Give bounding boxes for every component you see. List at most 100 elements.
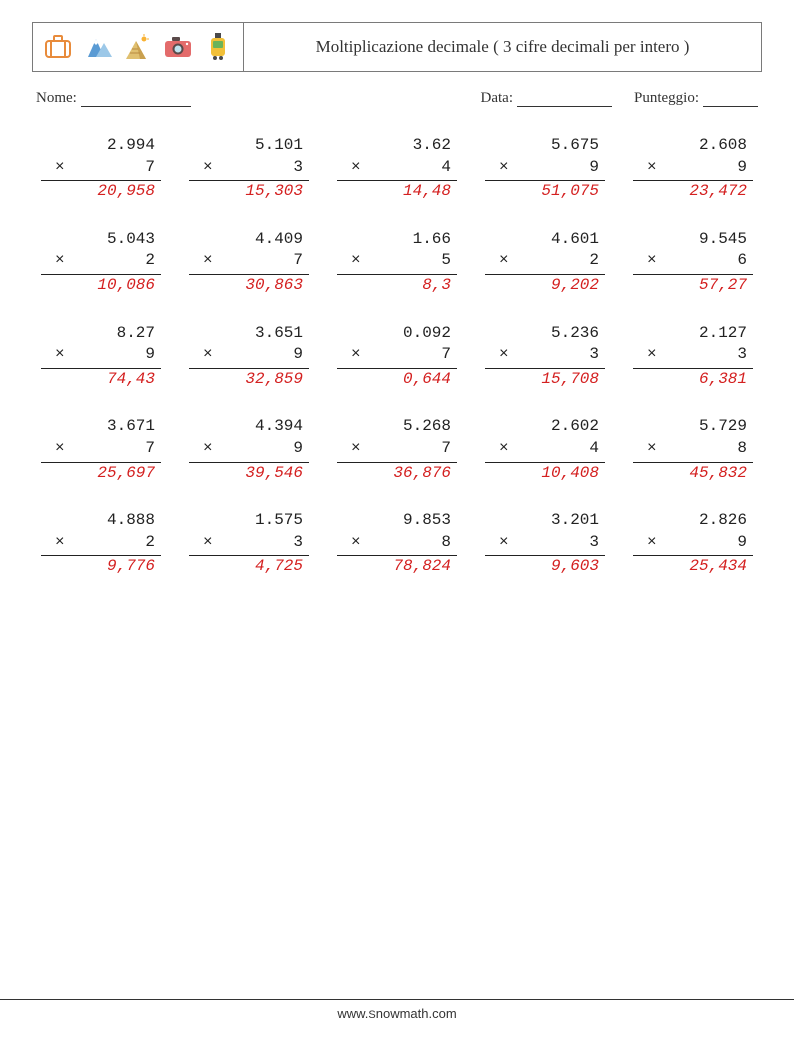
answer: 45,832 xyxy=(633,463,753,485)
problem: 5.675×951,075 xyxy=(485,135,605,203)
problem: 4.888×29,776 xyxy=(41,510,161,578)
problem: 2.602×410,408 xyxy=(485,416,605,484)
date-label: Data: xyxy=(481,90,513,107)
multiplicand: 4.888 xyxy=(41,510,161,532)
name-field: Nome: xyxy=(36,90,191,107)
multiply-icon: × xyxy=(189,344,213,366)
multiplier: 4 xyxy=(589,439,599,457)
problem: 5.101×315,303 xyxy=(189,135,309,203)
multiplicand: 4.394 xyxy=(189,416,309,438)
multiplier-line: ×5 xyxy=(337,250,457,275)
multiplier-line: ×7 xyxy=(189,250,309,275)
answer: 78,824 xyxy=(337,556,457,578)
multiply-icon: × xyxy=(41,438,65,460)
multiply-icon: × xyxy=(189,250,213,272)
multiplier-line: ×9 xyxy=(485,157,605,182)
multiply-icon: × xyxy=(633,344,657,366)
problem: 0.092×70,644 xyxy=(337,323,457,391)
problem: 3.651×932,859 xyxy=(189,323,309,391)
answer: 0,644 xyxy=(337,369,457,391)
multiplier: 7 xyxy=(145,439,155,457)
multiplier-line: ×8 xyxy=(633,438,753,463)
score-blank[interactable] xyxy=(703,92,758,107)
multiplier-line: ×4 xyxy=(337,157,457,182)
multiply-icon: × xyxy=(337,344,361,366)
multiplier: 7 xyxy=(145,158,155,176)
footer: www.Snowmath.com xyxy=(0,999,794,1021)
multiplier-line: ×9 xyxy=(189,438,309,463)
multiplicand: 9.545 xyxy=(633,229,753,251)
multiply-icon: × xyxy=(41,532,65,554)
multiplier: 9 xyxy=(737,158,747,176)
multiplicand: 5.268 xyxy=(337,416,457,438)
date-blank[interactable] xyxy=(517,92,612,107)
answer: 14,48 xyxy=(337,181,457,203)
score-field: Punteggio: xyxy=(634,90,758,107)
multiply-icon: × xyxy=(485,157,509,179)
answer: 36,876 xyxy=(337,463,457,485)
multiplier-line: ×6 xyxy=(633,250,753,275)
name-label: Nome: xyxy=(36,90,77,107)
problem: 3.62×414,48 xyxy=(337,135,457,203)
multiply-icon: × xyxy=(633,532,657,554)
multiply-icon: × xyxy=(337,250,361,272)
tram-icon xyxy=(201,30,235,64)
multiplier: 9 xyxy=(589,158,599,176)
problem: 5.268×736,876 xyxy=(337,416,457,484)
problem: 2.608×923,472 xyxy=(633,135,753,203)
multiplier-line: ×4 xyxy=(485,438,605,463)
problem: 5.729×845,832 xyxy=(633,416,753,484)
multiply-icon: × xyxy=(337,157,361,179)
multiplier-line: ×8 xyxy=(337,532,457,557)
multiplier-line: ×9 xyxy=(41,344,161,369)
multiplicand: 0.092 xyxy=(337,323,457,345)
multiplier: 2 xyxy=(145,533,155,551)
problem: 9.545×657,27 xyxy=(633,229,753,297)
header: Moltiplicazione decimale ( 3 cifre decim… xyxy=(32,22,762,72)
multiply-icon: × xyxy=(485,532,509,554)
multiplier-line: ×3 xyxy=(633,344,753,369)
answer: 15,708 xyxy=(485,369,605,391)
multiplier: 7 xyxy=(441,439,451,457)
multiplier-line: ×2 xyxy=(41,250,161,275)
multiplicand: 5.236 xyxy=(485,323,605,345)
multiplier: 6 xyxy=(737,251,747,269)
answer: 20,958 xyxy=(41,181,161,203)
multiplier: 9 xyxy=(293,439,303,457)
multiplicand: 2.127 xyxy=(633,323,753,345)
multiplier: 3 xyxy=(293,158,303,176)
multiplier: 2 xyxy=(145,251,155,269)
multiplicand: 2.602 xyxy=(485,416,605,438)
answer: 9,202 xyxy=(485,275,605,297)
multiplier-line: ×9 xyxy=(633,157,753,182)
answer: 30,863 xyxy=(189,275,309,297)
answer: 6,381 xyxy=(633,369,753,391)
problem: 2.127×36,381 xyxy=(633,323,753,391)
multiplier-line: ×3 xyxy=(485,532,605,557)
multiplier: 7 xyxy=(441,345,451,363)
mountain-icon xyxy=(81,30,115,64)
multiplier-line: ×2 xyxy=(485,250,605,275)
multiplier-line: ×7 xyxy=(337,344,457,369)
icon-strip xyxy=(33,23,244,71)
answer: 10,408 xyxy=(485,463,605,485)
problem: 2.994×720,958 xyxy=(41,135,161,203)
answer: 10,086 xyxy=(41,275,161,297)
multiplier: 7 xyxy=(293,251,303,269)
multiply-icon: × xyxy=(41,250,65,272)
multiply-icon: × xyxy=(485,250,509,272)
multiplier-line: ×7 xyxy=(337,438,457,463)
multiplier-line: ×3 xyxy=(189,157,309,182)
problem: 9.853×878,824 xyxy=(337,510,457,578)
multiplier-line: ×3 xyxy=(485,344,605,369)
multiplier-line: ×7 xyxy=(41,157,161,182)
problem: 5.043×210,086 xyxy=(41,229,161,297)
multiplier: 5 xyxy=(441,251,451,269)
multiply-icon: × xyxy=(633,250,657,272)
problem-grid: 2.994×720,9585.101×315,3033.62×414,485.6… xyxy=(32,135,762,578)
multiplier: 9 xyxy=(737,533,747,551)
camera-icon xyxy=(161,30,195,64)
name-blank[interactable] xyxy=(81,92,191,107)
answer: 25,434 xyxy=(633,556,753,578)
answer: 25,697 xyxy=(41,463,161,485)
